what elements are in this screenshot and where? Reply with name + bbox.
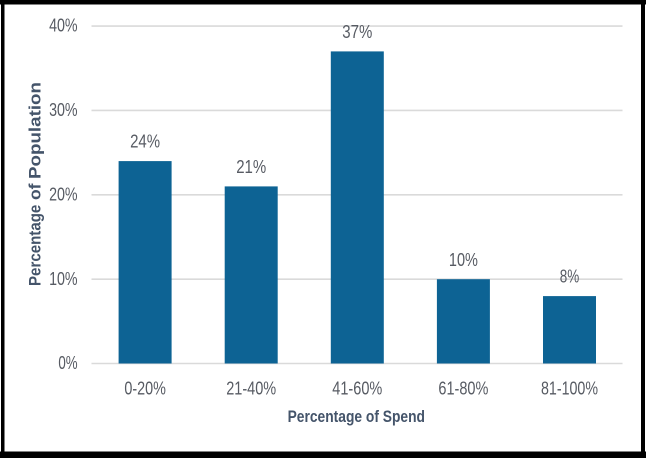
svg-text:PercentageofPopulation: PercentageofPopulation [27, 82, 45, 286]
svg-text:21-40%: 21-40% [226, 378, 276, 398]
svg-text:20%: 20% [49, 184, 78, 204]
svg-text:10%: 10% [49, 269, 78, 289]
svg-text:Percentage of Spend: Percentage of Spend [288, 408, 425, 426]
svg-text:21%: 21% [236, 157, 266, 177]
svg-text:41-60%: 41-60% [332, 378, 382, 398]
svg-text:0%: 0% [58, 353, 77, 373]
svg-text:24%: 24% [130, 132, 160, 152]
svg-text:30%: 30% [49, 100, 78, 120]
svg-text:0-20%: 0-20% [124, 378, 166, 398]
svg-text:40%: 40% [49, 16, 78, 36]
svg-text:10%: 10% [449, 250, 478, 270]
svg-text:81-100%: 81-100% [541, 378, 598, 398]
svg-text:37%: 37% [342, 22, 372, 42]
svg-text:8%: 8% [560, 267, 580, 287]
svg-text:61-80%: 61-80% [438, 378, 488, 398]
